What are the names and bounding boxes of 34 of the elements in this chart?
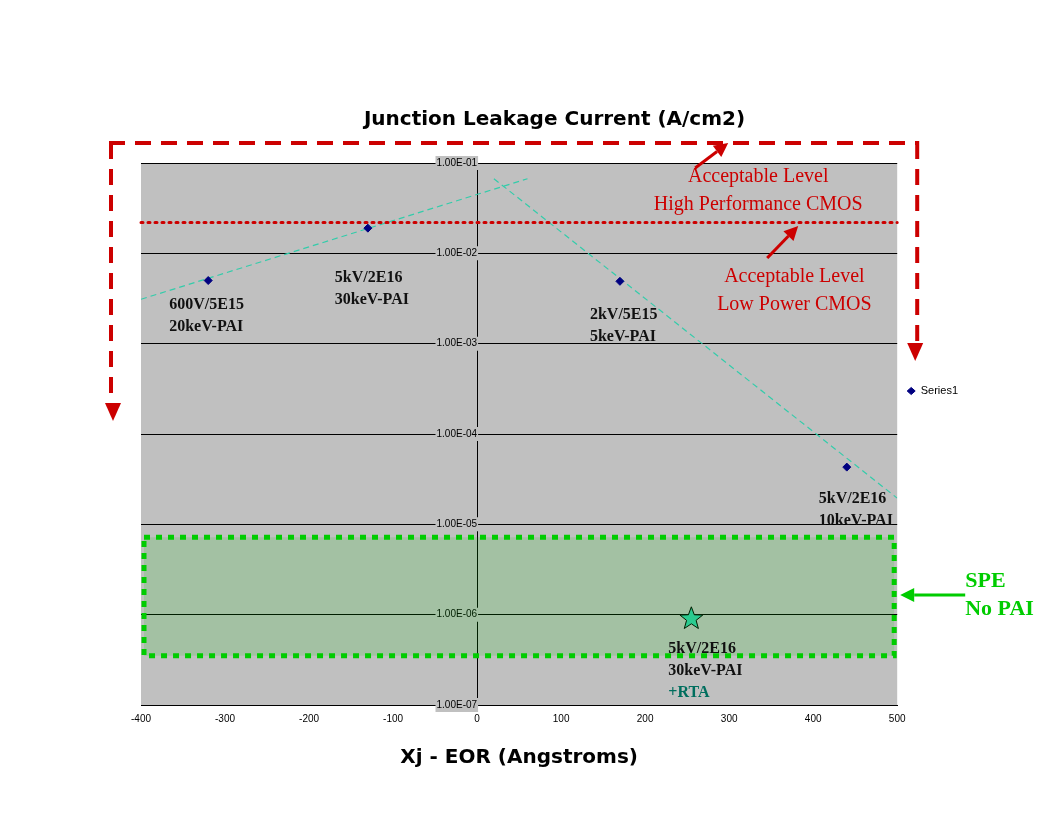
annotation: +RTA xyxy=(668,682,710,700)
y-tick-label: 1.00E-07 xyxy=(436,698,478,710)
y-tick-label: 1.00E-03 xyxy=(436,337,478,349)
legend-label: Series1 xyxy=(920,384,958,397)
y-tick-label: 1.00E-06 xyxy=(436,608,478,620)
x-tick-label: -100 xyxy=(383,712,404,724)
annotation: 5kV/2E16 30keV-PAI xyxy=(334,268,409,308)
y-tick-label: 1.00E-04 xyxy=(436,427,478,439)
annotation: 5kV/2E16 10keV-PAI xyxy=(818,489,893,529)
point xyxy=(363,223,373,233)
point xyxy=(203,276,213,286)
x-tick-label: 300 xyxy=(720,712,738,724)
y-tick-label: 1.00E-05 xyxy=(436,518,478,530)
annotation: 5kV/2E16 30keV-PAI xyxy=(668,638,743,678)
x-tick-label: -300 xyxy=(215,712,236,724)
annotation: Acceptable Level Low Power CMOS xyxy=(717,264,872,315)
x-tick-label: -400 xyxy=(130,712,152,724)
x-tick-label: 0 xyxy=(474,712,481,724)
point xyxy=(615,276,625,286)
annotation: 600V/5E15 20keV-PAI xyxy=(169,294,244,334)
x-tick-label: -200 xyxy=(299,712,320,724)
y-tick-label: 1.00E-01 xyxy=(436,156,478,168)
y-tick-label: 1.00E-02 xyxy=(436,247,478,259)
x-tick-label: 400 xyxy=(804,712,822,724)
point xyxy=(679,606,704,630)
x-tick-label: 200 xyxy=(636,712,654,724)
annotation: 2kV/5E15 5keV-PAI xyxy=(589,305,658,345)
chart-title: Junction Leakage Current (A/cm2) xyxy=(361,106,746,131)
text: SPE No PAI xyxy=(965,567,1034,620)
annotation: Acceptable Level High Performance CMOS xyxy=(653,164,863,215)
x-tick-label: 500 xyxy=(888,712,906,724)
point xyxy=(842,462,852,472)
x-tick-label: 100 xyxy=(552,712,570,724)
x-axis-title: Xj - EOR (Angstroms) xyxy=(400,744,638,769)
